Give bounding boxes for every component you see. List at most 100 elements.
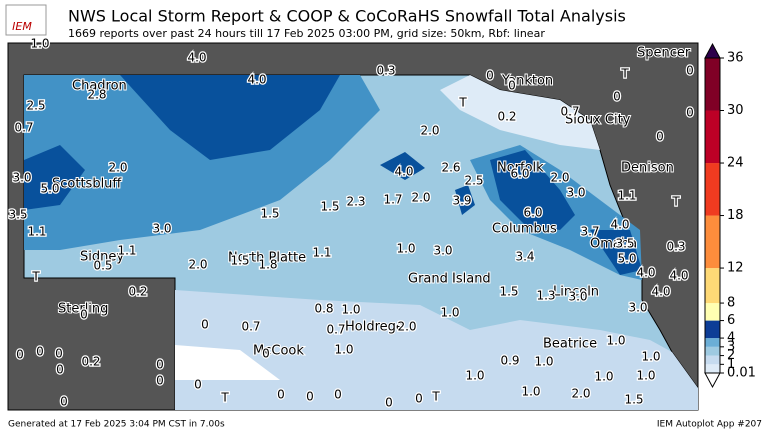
station-value: 0 — [306, 390, 314, 404]
station-value: T — [220, 391, 229, 405]
station-value: 2.0 — [108, 161, 127, 175]
station-value: 0.9 — [500, 354, 519, 368]
station-value: 0 — [36, 345, 44, 359]
colorbar-band — [705, 346, 720, 356]
colorbar-band — [705, 364, 720, 373]
contour-panhandle — [24, 145, 85, 210]
station-value: T — [620, 67, 629, 81]
contour-omaha — [590, 230, 642, 275]
station-value: 2.0 — [397, 320, 416, 334]
station-value: 0.5 — [93, 259, 112, 273]
station-value: 0 — [334, 388, 342, 402]
station-value: 4.0 — [651, 285, 670, 299]
logo-text: IEM — [12, 20, 32, 33]
station-value: 0 — [16, 348, 24, 362]
station-value: T — [671, 195, 680, 209]
station-value: 1.0 — [30, 37, 49, 51]
colorbar-tick-label: 4 — [727, 331, 735, 346]
station-value: 3.4 — [515, 250, 534, 264]
place-label: Columbus — [492, 222, 557, 237]
colorbar-band — [705, 110, 720, 164]
station-value: 1.0 — [594, 370, 613, 384]
station-value: 3.0 — [12, 171, 31, 185]
place-label: Grand Island — [408, 272, 491, 287]
colorbar-tick-label: 12 — [727, 261, 744, 276]
place-labels: Chadron Scottsbluff Sidney North Platte Yank… — [51, 45, 692, 360]
colorbar-band — [705, 303, 720, 321]
station-value: 0.3 — [376, 64, 395, 78]
station-value: 3.7 — [580, 225, 599, 239]
station-value: 0 — [156, 358, 164, 372]
station-value: 1.0 — [521, 385, 540, 399]
station-value: 0 — [385, 396, 393, 410]
colorbar-band — [705, 338, 720, 347]
station-value: 3.0 — [628, 301, 647, 315]
station-value: 4.0 — [394, 165, 413, 179]
station-value: T — [431, 390, 440, 404]
station-value: 1.5 — [260, 207, 279, 221]
map: Chadron Scottsbluff Sidney North Platte Yank… — [7, 35, 699, 411]
place-label: Sterling — [58, 302, 108, 317]
station-value: 1.0 — [465, 369, 484, 383]
station-value: 1.1 — [27, 225, 46, 239]
colorbar-band — [705, 320, 720, 339]
colorbar-tick-label: 24 — [727, 156, 744, 171]
station-value: 1.0 — [636, 369, 655, 383]
station-value: 1.0 — [334, 343, 353, 357]
station-value: 6.0 — [510, 167, 529, 181]
place-label: Sidney — [80, 250, 124, 265]
station-value: 2.3 — [346, 195, 365, 209]
station-value: 3.5 — [615, 237, 634, 251]
footer-app: IEM Autoplot App #207 — [657, 420, 762, 430]
place-label: Norfolk — [497, 161, 544, 176]
station-value: 3.0 — [152, 222, 171, 236]
station-value: 5.0 — [617, 252, 636, 266]
station-value: 2.8 — [87, 88, 106, 102]
station-value: 0 — [508, 79, 516, 93]
station-value: 2.5 — [464, 174, 483, 188]
place-label: Yankton — [501, 74, 553, 89]
contour-north — [120, 75, 340, 160]
station-value: 2.5 — [26, 99, 45, 113]
station-value: 0 — [55, 347, 63, 361]
station-value: 2.6 — [441, 161, 460, 175]
station-value: 1.8 — [258, 258, 277, 272]
colorbar-tick-label: 2 — [727, 348, 735, 363]
station-value: 2.0 — [188, 258, 207, 272]
colorbar-tick-label: 1 — [727, 357, 735, 372]
station-value: 0.3 — [666, 240, 685, 254]
colorbar-tick-label: 18 — [727, 208, 744, 223]
station-value: 0 — [156, 374, 164, 388]
contour-small-2 — [455, 185, 475, 215]
station-value: 0 — [262, 347, 270, 361]
logo-box — [5, 4, 47, 36]
colorbar-band — [705, 355, 720, 365]
station-value: 3.5 — [8, 208, 27, 222]
station-value: 0 — [80, 308, 88, 322]
subtitle: 1669 reports over past 24 hours till 17 … — [68, 27, 545, 40]
station-value: 6.0 — [523, 206, 542, 220]
colorbar-tick-label: 6 — [727, 313, 735, 328]
logo: IEM — [5, 4, 47, 36]
station-value: 3.0 — [566, 186, 585, 200]
station-value: 1.5 — [499, 285, 518, 299]
station-value: 0.7 — [241, 320, 260, 334]
contour-white — [175, 345, 280, 380]
station-value: 0.2 — [81, 355, 100, 369]
title: NWS Local Storm Report & COOP & CoCoRaHS… — [68, 7, 626, 26]
station-value: 0 — [60, 395, 68, 409]
station-value: 1.3 — [536, 289, 555, 303]
station-value: 5.0 — [40, 182, 59, 196]
station-value: 1.1 — [617, 189, 636, 203]
station-value: 4.0 — [636, 266, 655, 280]
station-value: 2.0 — [571, 387, 590, 401]
contour-small — [380, 152, 425, 180]
station-value: 4.0 — [610, 218, 629, 232]
contour-norfolk — [490, 150, 575, 230]
colorbar-tick-label: 0.01 — [727, 366, 756, 381]
station-value: 0 — [194, 378, 202, 392]
station-value: 3.9 — [452, 194, 471, 208]
station-value: T — [31, 270, 40, 284]
station-value: 2.0 — [411, 191, 430, 205]
